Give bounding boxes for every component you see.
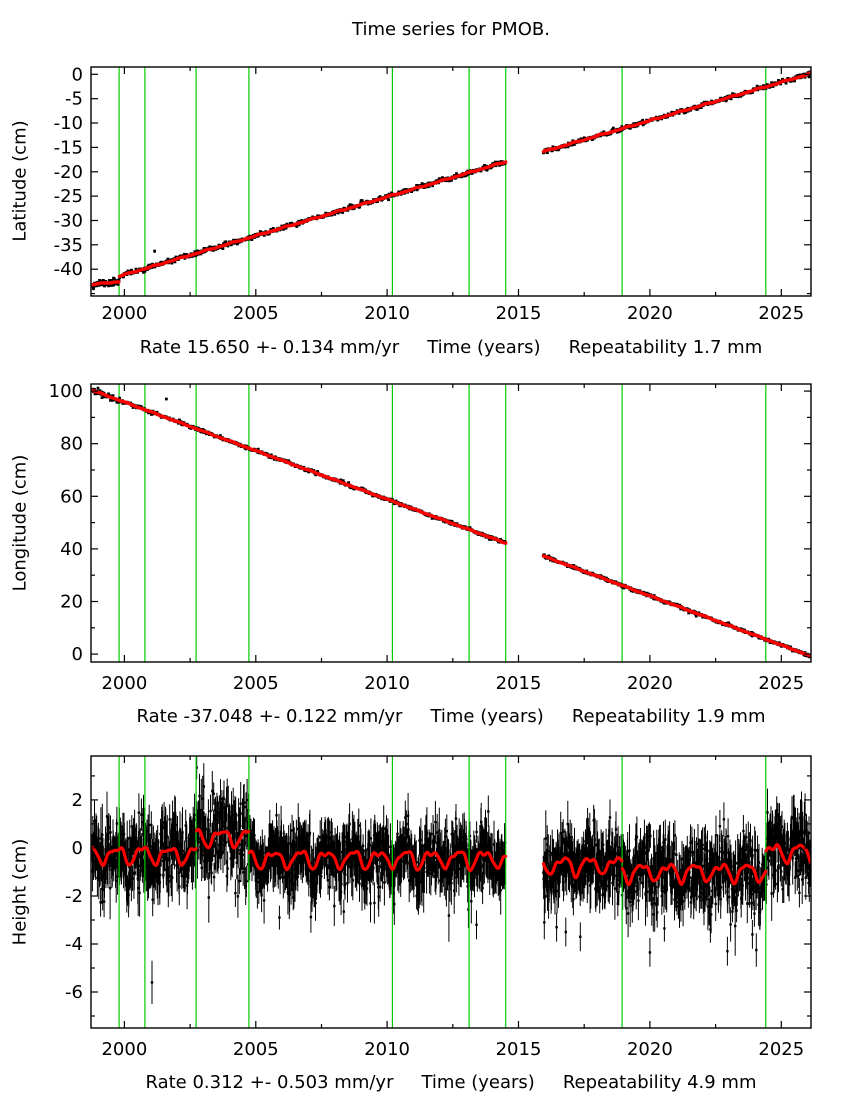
longitude-caption: Rate -37.048 +- 0.122 mm/yr Time (years)… bbox=[91, 706, 811, 727]
x-tick-label: 2000 bbox=[101, 1039, 147, 1060]
y-tick-label: -5 bbox=[65, 89, 83, 110]
x-tick-label: 2025 bbox=[758, 1039, 804, 1060]
height-model-line bbox=[91, 827, 811, 887]
height-caption: Rate 0.312 +- 0.503 mm/yr Time (years) R… bbox=[91, 1072, 811, 1093]
latitude-rate-text: Rate 15.650 +- 0.134 mm/yr bbox=[139, 337, 400, 358]
latitude-event-lines bbox=[118, 67, 767, 296]
y-tick-label: -15 bbox=[54, 137, 83, 158]
latitude-tick-labels: 2000 2005 2010 2015 2020 2025 0 -5 -10 -15 -20 -25 -… bbox=[54, 64, 805, 324]
height-x-axis-label: Time (years) bbox=[421, 1072, 535, 1093]
y-tick-label: -4 bbox=[65, 934, 83, 955]
y-tick-label: -25 bbox=[54, 186, 83, 207]
y-tick-label: -2 bbox=[65, 886, 83, 907]
height-rate-text: Rate 0.312 +- 0.503 mm/yr bbox=[145, 1072, 394, 1093]
height-tick-labels: 2000 2005 2010 2015 2020 2025 2 0 -2 -4 -6 bbox=[65, 790, 804, 1060]
longitude-axis-label: Longitude (cm) bbox=[10, 455, 31, 592]
x-tick-label: 2000 bbox=[101, 673, 147, 694]
longitude-tick-labels: 2000 2005 2010 2015 2020 2025 100 80 60 40 20 0 bbox=[49, 381, 805, 694]
x-tick-label: 2015 bbox=[496, 673, 542, 694]
longitude-x-axis-label: Time (years) bbox=[430, 706, 544, 727]
x-tick-label: 2010 bbox=[364, 303, 410, 324]
height-panel: 2000 2005 2010 2015 2020 2025 2 0 -2 -4 -6 bbox=[65, 755, 812, 1060]
plot-title: Time series for PMOB. bbox=[352, 19, 550, 40]
height-axis-label: Height (cm) bbox=[10, 839, 31, 946]
height-frame bbox=[90, 755, 812, 1029]
y-tick-label: 100 bbox=[49, 381, 83, 402]
x-tick-label: 2015 bbox=[496, 303, 542, 324]
x-tick-label: 2020 bbox=[627, 1039, 673, 1060]
y-tick-label: -30 bbox=[54, 211, 83, 232]
x-tick-label: 2025 bbox=[758, 673, 804, 694]
y-tick-label: 20 bbox=[60, 592, 83, 613]
x-tick-label: 2015 bbox=[496, 1039, 542, 1060]
latitude-axis-label: Latitude (cm) bbox=[10, 120, 31, 241]
y-tick-label: -6 bbox=[65, 982, 83, 1003]
y-tick-label: 40 bbox=[60, 539, 83, 560]
latitude-panel: 2000 2005 2010 2015 2020 2025 0 -5 -10 -15 -20 -25 -… bbox=[54, 64, 812, 324]
latitude-x-axis-label: Time (years) bbox=[427, 337, 541, 358]
x-tick-label: 2000 bbox=[101, 303, 147, 324]
latitude-model-line bbox=[91, 71, 811, 287]
x-tick-label: 2010 bbox=[364, 673, 410, 694]
longitude-repeatability-text: Repeatability 1.9 mm bbox=[571, 706, 766, 727]
longitude-rate-text: Rate -37.048 +- 0.122 mm/yr bbox=[136, 706, 403, 727]
y-tick-label: -40 bbox=[54, 259, 83, 280]
latitude-repeatability-text: Repeatability 1.7 mm bbox=[568, 337, 763, 358]
x-tick-label: 2005 bbox=[233, 303, 279, 324]
y-tick-label: -10 bbox=[54, 113, 83, 134]
y-tick-label: 0 bbox=[72, 838, 83, 859]
latitude-frame bbox=[90, 66, 812, 297]
x-tick-label: 2020 bbox=[627, 303, 673, 324]
y-tick-label: 80 bbox=[60, 434, 83, 455]
latitude-caption: Rate 15.650 +- 0.134 mm/yr Time (years) … bbox=[91, 337, 811, 358]
y-tick-label: -35 bbox=[54, 235, 83, 256]
longitude-panel: 2000 2005 2010 2015 2020 2025 100 80 60 40 20 0 bbox=[49, 381, 812, 694]
y-tick-label: 2 bbox=[72, 790, 83, 811]
x-tick-label: 2005 bbox=[233, 1039, 279, 1060]
height-event-lines bbox=[118, 756, 767, 1028]
y-tick-label: 60 bbox=[60, 486, 83, 507]
y-tick-label: -20 bbox=[54, 162, 83, 183]
y-tick-label: 0 bbox=[72, 64, 83, 85]
height-repeatability-text: Repeatability 4.9 mm bbox=[562, 1072, 757, 1093]
x-tick-label: 2020 bbox=[627, 673, 673, 694]
longitude-model-line bbox=[91, 388, 811, 658]
longitude-frame bbox=[90, 383, 812, 663]
x-tick-label: 2005 bbox=[233, 673, 279, 694]
longitude-event-lines bbox=[118, 384, 767, 662]
x-tick-label: 2025 bbox=[758, 303, 804, 324]
y-tick-label: 0 bbox=[72, 644, 83, 665]
x-tick-label: 2010 bbox=[364, 1039, 410, 1060]
